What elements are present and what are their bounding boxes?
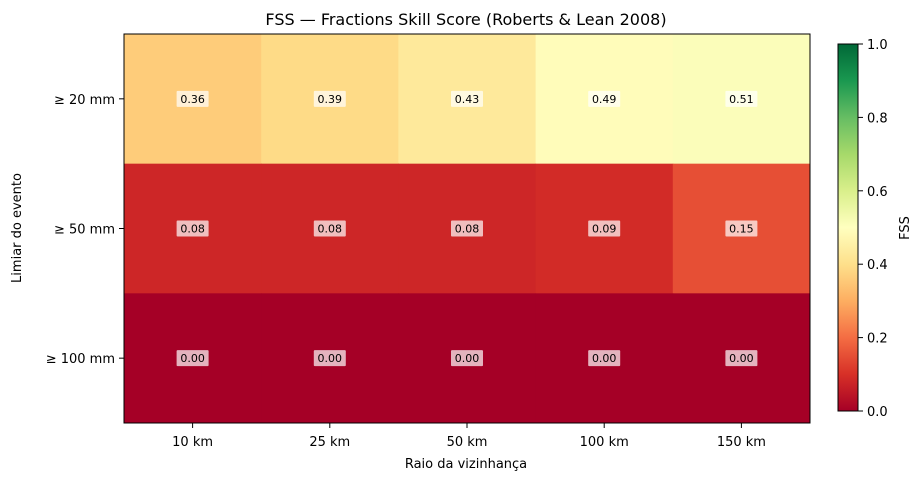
cell-value-label: 0.00 [729,352,754,365]
cell-value-label: 0.43 [455,93,480,106]
cell-label-background [588,350,621,367]
cell-value-label: 0.39 [318,93,343,106]
colorbar-tick-label: 0.0 [867,405,888,420]
cell-value-label: 0.00 [180,352,205,365]
cell-label-background [313,90,346,107]
cell-label-background [313,220,346,237]
cell-label-background [176,220,209,237]
cell-label-background [725,220,758,237]
cell-label-background [588,220,621,237]
colorbar-tick-label: 0.2 [867,332,888,347]
cell-label-background [176,90,209,107]
x-tick-label: 150 km [717,435,766,450]
cell-value-label: 0.08 [455,223,480,236]
chart-title: FSS — Fractions Skill Score (Roberts & L… [265,10,666,29]
x-tick-label: 10 km [172,435,213,450]
y-axis-label: Limiar do evento [10,173,25,283]
x-axis-ticks: 10 km 25 km 50 km 100 km 150 km [172,423,766,450]
y-tick-label: ≥ 50 mm [54,223,115,238]
cell-value-label: 0.09 [592,223,617,236]
colorbar [837,43,859,412]
y-tick-label: ≥ 20 mm [54,93,115,108]
cell-label-background [588,90,621,107]
y-axis-ticks: ≥ 20 mm ≥ 50 mm ≥ 100 mm [46,93,124,367]
x-tick-label: 25 km [309,435,350,450]
cell-value-label: 0.00 [318,352,343,365]
cell-value-label: 0.08 [318,223,343,236]
colorbar-label: FSS [898,216,913,240]
cell-value-label: 0.49 [592,93,617,106]
cell-label-background [725,90,758,107]
cell-value-label: 0.51 [729,93,754,106]
cell-value-label: 0.08 [180,223,205,236]
cell-label-background [451,350,483,367]
x-tick-label: 100 km [580,435,629,450]
cell-value-label: 0.15 [729,223,754,236]
x-axis-label: Raio da vizinhança [405,457,527,472]
cell-value-label: 0.00 [455,352,480,365]
cell-label-background [451,90,483,107]
colorbar-ticks: 0.0 0.2 0.4 0.6 0.8 1.0 [858,38,888,420]
colorbar-tick-label: 0.8 [867,111,888,126]
colorbar-tick-label: 0.4 [867,258,888,273]
colorbar-tick-label: 1.0 [867,38,888,53]
heatmap-cell-labels: 0.36 0.39 0.43 0.49 0.51 0.08 0.08 0.08 0.09 0.15… [176,90,758,367]
colorbar-tick-label: 0.6 [867,185,888,200]
cell-label-background [176,350,209,367]
cell-value-label: 0.00 [592,352,617,365]
cell-label-background [451,220,483,237]
y-tick-label: ≥ 100 mm [46,352,115,367]
cell-label-background [725,350,758,367]
cell-value-label: 0.36 [180,93,205,106]
x-tick-label: 50 km [447,435,488,450]
cell-label-background [313,350,346,367]
